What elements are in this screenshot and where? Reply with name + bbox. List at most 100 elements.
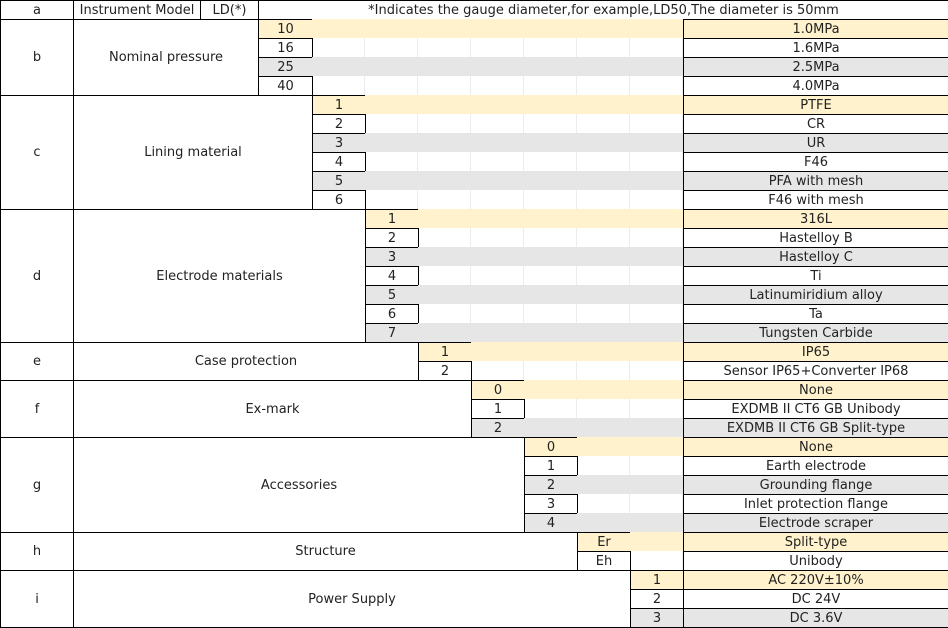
option-description[interactable]: 1.0MPa [683,19,948,39]
group-code-h[interactable]: h [0,532,74,571]
filler-cell [630,247,683,266]
option-description[interactable]: DC 24V [683,589,948,609]
group-code-e[interactable]: e [0,342,74,381]
filler-cell [418,152,471,171]
option-description[interactable]: Electrode scraper [683,513,948,533]
option-description[interactable]: 4.0MPa [683,76,948,96]
instrument-model-value[interactable]: LD(*) [200,0,259,20]
option-description[interactable]: F46 [683,152,948,172]
option-description[interactable]: None [683,380,948,400]
filler-cell [524,209,577,228]
group-label-d[interactable]: Electrode materials [73,209,366,343]
option-description[interactable]: None [683,437,948,457]
option-code[interactable]: 2 [418,361,472,381]
option-code[interactable]: 10 [258,19,313,39]
group-code-c[interactable]: c [0,95,74,210]
filler-cell [524,190,577,209]
option-code[interactable]: 25 [258,57,313,77]
group-label-c[interactable]: Lining material [73,95,313,210]
option-description[interactable]: PFA with mesh [683,171,948,191]
diameter-note[interactable]: *Indicates the gauge diameter,for exampl… [258,0,948,20]
option-code[interactable]: 0 [471,380,525,400]
option-code[interactable]: 16 [258,38,313,58]
filler-cell [577,304,630,323]
group-code-f[interactable]: f [0,380,74,438]
option-description[interactable]: EXDMB II CT6 GB Unibody [683,399,948,419]
option-description[interactable]: CR [683,114,948,134]
group-label-b[interactable]: Nominal pressure [73,19,259,96]
option-description[interactable]: PTFE [683,95,948,115]
option-code[interactable]: 1 [524,456,578,476]
option-description[interactable]: IP65 [683,342,948,362]
group-code-g[interactable]: g [0,437,74,533]
option-code[interactable]: 3 [365,247,419,267]
option-description[interactable]: AC 220V±10% [683,570,948,590]
group-label-i[interactable]: Power Supply [73,570,631,628]
option-description[interactable]: 316L [683,209,948,229]
row-code-a[interactable]: a [0,0,74,20]
option-description[interactable]: Latinumiridium alloy [683,285,948,305]
option-description[interactable]: F46 with mesh [683,190,948,210]
group-code-i[interactable]: i [0,570,74,628]
option-code[interactable]: 1 [365,209,419,229]
filler-cell [418,171,471,190]
option-code[interactable]: 4 [524,513,578,533]
option-description[interactable]: Hastelloy B [683,228,948,248]
option-code[interactable]: 6 [365,304,419,324]
filler-cell [312,57,365,76]
option-description[interactable]: Unibody [683,551,948,571]
filler-cell [577,437,630,456]
option-description[interactable]: Grounding flange [683,475,948,495]
option-code[interactable]: 0 [524,437,578,457]
option-code[interactable]: 3 [630,608,684,628]
option-code[interactable]: Eh [577,551,631,571]
option-description[interactable]: Earth electrode [683,456,948,476]
filler-cell [630,456,683,475]
option-code[interactable]: 40 [258,76,313,96]
filler-cell [418,133,471,152]
option-description[interactable]: Hastelloy C [683,247,948,267]
group-label-h[interactable]: Structure [73,532,578,571]
group-code-d[interactable]: d [0,209,74,343]
option-description[interactable]: Sensor IP65+Converter IP68 [683,361,948,381]
option-code[interactable]: 4 [365,266,419,286]
option-code[interactable]: 5 [312,171,366,191]
option-description[interactable]: Ti [683,266,948,286]
option-description[interactable]: 1.6MPa [683,38,948,58]
option-code[interactable]: 2 [312,114,366,134]
option-code[interactable]: 1 [312,95,366,115]
option-code[interactable]: 2 [471,418,525,438]
option-description[interactable]: Split-type [683,532,948,552]
option-description[interactable]: EXDMB II CT6 GB Split-type [683,418,948,438]
option-code[interactable]: 6 [312,190,366,210]
group-label-e[interactable]: Case protection [73,342,419,381]
option-code[interactable]: 1 [630,570,684,590]
option-code[interactable]: 1 [418,342,472,362]
filler-cell [577,361,630,380]
option-description[interactable]: 2.5MPa [683,57,948,77]
option-description[interactable]: Ta [683,304,948,324]
filler-cell [471,133,524,152]
option-description[interactable]: DC 3.6V [683,608,948,628]
filler-cell [630,76,683,95]
group-label-f[interactable]: Ex-mark [73,380,472,438]
group-label-g[interactable]: Accessories [73,437,525,533]
option-description[interactable]: Tungsten Carbide [683,323,948,343]
option-description[interactable]: Inlet protection flange [683,494,948,514]
option-code[interactable]: 3 [524,494,578,514]
option-code[interactable]: 2 [524,475,578,495]
option-code[interactable]: 2 [630,589,684,609]
group-code-b[interactable]: b [0,19,74,96]
option-description[interactable]: UR [683,133,948,153]
filler-cell [630,57,683,76]
option-code[interactable]: Er [577,532,631,552]
filler-cell [471,38,524,57]
option-code[interactable]: 2 [365,228,419,248]
option-code[interactable]: 7 [365,323,419,343]
filler-cell [577,133,630,152]
option-code[interactable]: 4 [312,152,366,172]
option-code[interactable]: 3 [312,133,366,153]
instrument-model-label[interactable]: Instrument Model [73,0,201,20]
option-code[interactable]: 1 [471,399,525,419]
option-code[interactable]: 5 [365,285,419,305]
